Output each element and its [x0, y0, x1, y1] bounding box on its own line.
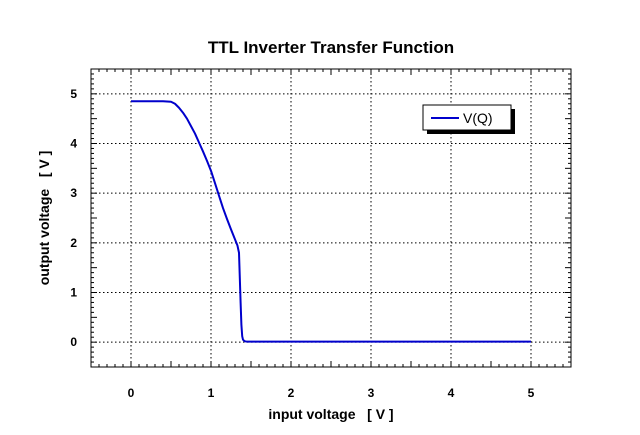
y-tick-label: 4 — [70, 137, 77, 151]
x-tick-label: 4 — [448, 386, 455, 400]
x-tick-label: 0 — [128, 386, 135, 400]
x-tick-label: 3 — [368, 386, 375, 400]
y-tick-label: 0 — [70, 335, 77, 349]
legend: V(Q) — [422, 104, 515, 134]
x-axis-label: input voltage [ V ] — [268, 406, 393, 422]
series-line-v-q — [131, 100, 531, 343]
chart-title: TTL Inverter Transfer Function — [208, 38, 454, 57]
legend-label-v-q: V(Q) — [463, 110, 493, 126]
x-tick-label: 2 — [288, 386, 295, 400]
y-tick-label: 1 — [70, 286, 77, 300]
x-tick-label: 1 — [208, 386, 215, 400]
series-layer — [131, 100, 531, 343]
y-tick-label: 3 — [70, 186, 77, 200]
axis-ticks — [90, 68, 572, 368]
tick-labels: 0 1 2 3 4 5 0 1 2 3 4 5 — [70, 87, 534, 400]
y-axis-label: output voltage [ V ] — [36, 151, 52, 286]
y-tick-label: 5 — [70, 87, 77, 101]
x-tick-label: 5 — [528, 386, 535, 400]
y-tick-label: 2 — [70, 236, 77, 250]
